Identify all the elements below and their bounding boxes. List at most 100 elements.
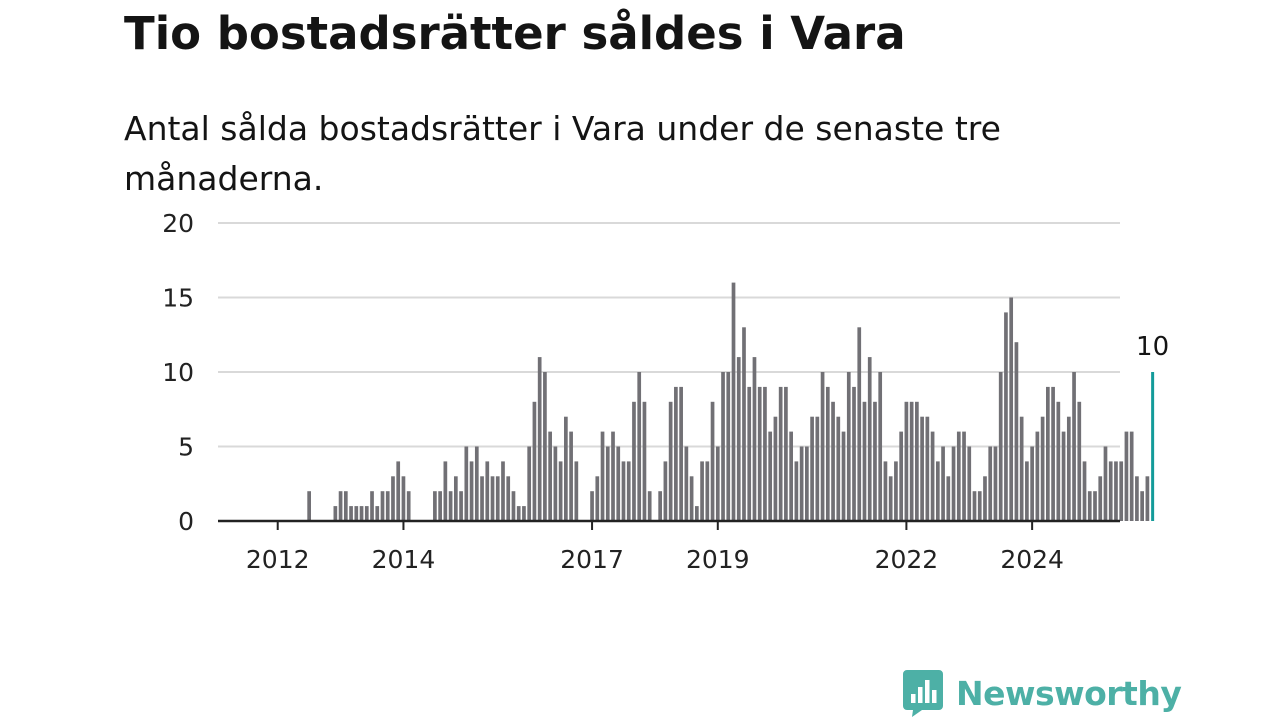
- bar: [1014, 342, 1019, 521]
- bar: [443, 461, 448, 521]
- bar: [574, 461, 579, 521]
- bar: [438, 491, 442, 521]
- bar: [731, 282, 736, 521]
- bar: [506, 476, 511, 521]
- bar: [951, 446, 956, 521]
- bar: [1124, 431, 1129, 521]
- bar: [663, 461, 668, 521]
- bar: [721, 372, 725, 521]
- bar: [605, 446, 610, 521]
- x-tick-label: 2024: [1000, 545, 1064, 574]
- bar: [621, 461, 626, 521]
- bar: [1056, 401, 1061, 521]
- bar: [1135, 476, 1139, 521]
- bar: [742, 327, 746, 521]
- bar: [789, 431, 793, 521]
- bar: [464, 446, 469, 521]
- bar: [359, 506, 364, 521]
- bar: [385, 491, 390, 521]
- bar: [825, 386, 830, 521]
- bar: [516, 506, 521, 521]
- bar: [768, 431, 773, 521]
- bar: [689, 476, 694, 521]
- bar: [820, 372, 825, 521]
- y-tick-label: 0: [178, 507, 194, 536]
- bar: [1087, 491, 1092, 521]
- y-tick-label: 10: [162, 358, 194, 387]
- bar: [474, 446, 479, 521]
- bar: [988, 446, 993, 521]
- bar: [537, 357, 542, 521]
- bar: [925, 416, 930, 521]
- bar: [930, 431, 935, 521]
- bar: [873, 401, 877, 521]
- bar: [495, 476, 500, 521]
- bar: [888, 476, 893, 521]
- bar: [904, 401, 909, 521]
- bar: [564, 416, 568, 521]
- bar: [469, 461, 474, 521]
- bar: [453, 476, 458, 521]
- bar: [784, 386, 788, 521]
- bar: [763, 386, 767, 521]
- bar: [590, 491, 594, 521]
- bar: [747, 386, 752, 521]
- newsworthy-logo-icon: [903, 670, 943, 717]
- bar: [370, 491, 374, 521]
- bar: [878, 372, 883, 521]
- bar: [511, 491, 516, 521]
- bar: [1051, 386, 1055, 521]
- bar: [836, 416, 841, 521]
- bar-highlight: [1151, 372, 1155, 521]
- bar: [611, 431, 615, 521]
- bar: [1129, 431, 1134, 521]
- bar: [459, 491, 463, 521]
- bar: [354, 506, 359, 521]
- bar: [406, 491, 411, 521]
- bar: [799, 446, 804, 521]
- y-tick-label: 20: [162, 209, 194, 238]
- brand-name: Newsworthy: [956, 673, 1182, 713]
- bar: [480, 476, 484, 521]
- chart-subtitle: Antal sålda bostadsrätter i Vara under d…: [124, 109, 1001, 198]
- bar: [1072, 372, 1076, 521]
- bar: [532, 401, 537, 521]
- bar: [433, 491, 437, 521]
- bar: [805, 446, 809, 521]
- bar: [894, 461, 898, 521]
- bar: [595, 476, 600, 521]
- bar: [668, 401, 673, 521]
- bar: [543, 372, 547, 521]
- bar: [778, 386, 783, 521]
- bar: [364, 506, 369, 521]
- bar: [569, 431, 573, 521]
- bar: [1040, 416, 1045, 521]
- bar: [375, 506, 380, 521]
- bar: [1046, 386, 1050, 521]
- bar: [773, 416, 778, 521]
- bar: [338, 491, 343, 521]
- bar: [343, 491, 348, 521]
- bar: [1098, 476, 1103, 521]
- bar: [632, 401, 636, 521]
- bar: [1009, 297, 1014, 521]
- bar: [883, 461, 888, 521]
- bar: [726, 372, 731, 521]
- bar: [852, 386, 856, 521]
- bar: [700, 461, 704, 521]
- bar: [349, 506, 353, 521]
- bar: [600, 431, 605, 521]
- bar: [1025, 461, 1029, 521]
- bar: [862, 401, 867, 521]
- bar: [867, 357, 872, 521]
- bar: [307, 491, 311, 521]
- bar: [1145, 476, 1150, 521]
- bar: [715, 446, 720, 521]
- bar: [841, 431, 846, 521]
- bar: [705, 461, 710, 521]
- bar: [920, 416, 924, 521]
- bar: [846, 372, 851, 521]
- x-tick-label: 2019: [686, 545, 750, 574]
- bar: [977, 491, 982, 521]
